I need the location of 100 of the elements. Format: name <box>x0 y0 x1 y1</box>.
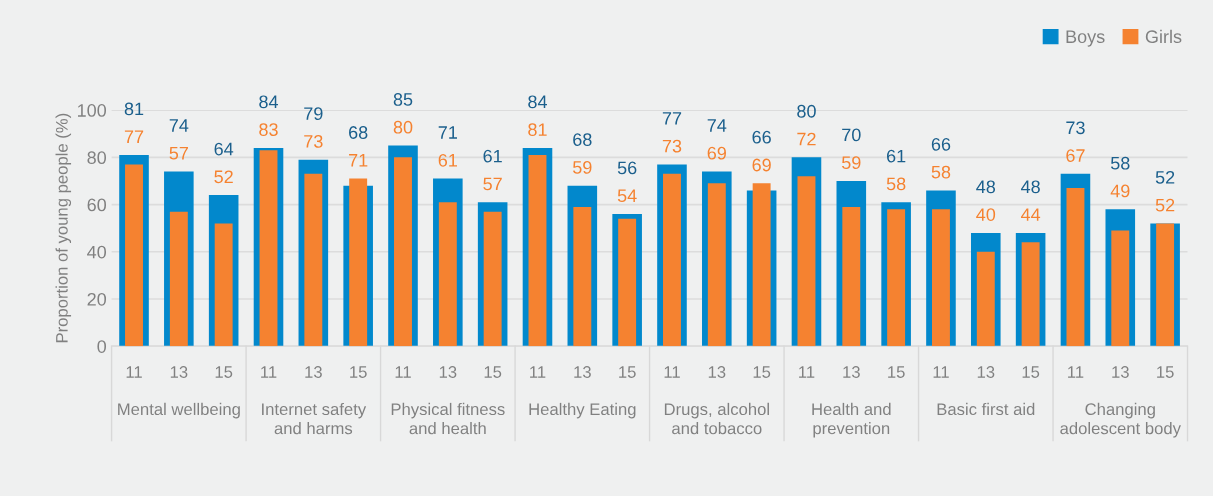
data-label: 73 <box>304 135 323 148</box>
x-tick-label: 15 <box>753 366 771 378</box>
x-tick-label: 13 <box>574 366 591 378</box>
bar <box>1111 230 1130 347</box>
bar <box>304 173 323 347</box>
x-tick-label: 13 <box>305 366 322 378</box>
data-label: 59 <box>573 160 592 174</box>
text: Internet safety and harms <box>262 402 367 435</box>
data-label: 48 <box>976 180 996 194</box>
x-tick-label: 15 <box>215 366 233 378</box>
data-label: 40 <box>976 208 996 221</box>
bar <box>1156 223 1175 347</box>
data-label: 68 <box>573 133 592 146</box>
data-label: 67 <box>1066 149 1085 162</box>
text: Drugs, alcohol and tobacco <box>664 402 769 435</box>
bar <box>931 209 950 347</box>
text: Healthy Eating <box>529 402 636 419</box>
bar <box>618 218 637 347</box>
text: Changing adolescent body <box>1060 402 1181 438</box>
data-label: 83 <box>259 123 278 136</box>
y-tick-label: 20 <box>87 292 107 306</box>
text: Physical fitness and health <box>391 402 505 435</box>
x-tick-label: 13 <box>843 366 860 378</box>
y-axis-title: Proportion of young people (%) <box>55 113 72 343</box>
data-label: 44 <box>1020 208 1041 221</box>
data-label: 84 <box>528 95 547 109</box>
data-label: 52 <box>214 170 233 184</box>
bar <box>1066 188 1085 347</box>
data-label: 73 <box>662 139 682 153</box>
data-label: 48 <box>1020 180 1040 194</box>
data-label: 69 <box>707 146 726 160</box>
y-tick-label: 100 <box>77 104 107 117</box>
data-label: 52 <box>1155 170 1175 184</box>
bar <box>1021 242 1040 347</box>
data-label: 68 <box>349 126 368 139</box>
y-tick-label: 60 <box>87 198 107 212</box>
bar <box>707 183 726 347</box>
bar <box>663 173 681 347</box>
x-tick-label: 13 <box>708 366 726 378</box>
data-label: 58 <box>931 165 951 179</box>
x-tick-label: 13 <box>1112 366 1129 378</box>
data-label: 74 <box>169 119 189 132</box>
x-tick-label: 13 <box>170 366 188 378</box>
data-label: 79 <box>304 107 323 121</box>
legend-label: Boys <box>1066 30 1105 47</box>
data-label: 64 <box>214 142 234 156</box>
data-label: 59 <box>841 156 861 170</box>
bar <box>887 209 906 347</box>
data-label: 77 <box>124 130 144 143</box>
bar <box>976 251 995 347</box>
bar <box>528 154 547 347</box>
bar <box>483 211 502 347</box>
data-label: 61 <box>887 149 906 163</box>
bar <box>214 223 233 347</box>
bar <box>394 157 412 347</box>
data-label: 70 <box>842 128 861 142</box>
data-label: 54 <box>617 189 637 203</box>
data-label: 58 <box>1110 156 1130 170</box>
data-label: 80 <box>393 120 413 134</box>
bar <box>752 183 771 347</box>
data-label: 71 <box>438 126 457 139</box>
text: Basic first aid <box>937 402 1035 416</box>
x-tick-label: 15 <box>888 366 905 378</box>
x-tick-label: 15 <box>619 366 636 378</box>
x-tick-label: 11 <box>664 366 680 378</box>
x-tick-label: 13 <box>439 366 457 378</box>
x-tick-label: 11 <box>261 366 277 378</box>
bar <box>259 150 278 347</box>
data-label: 74 <box>707 119 727 132</box>
bar <box>349 178 368 347</box>
x-tick-label: 15 <box>1157 366 1174 378</box>
bar <box>842 206 861 347</box>
data-label: 73 <box>1066 121 1085 135</box>
data-label: 69 <box>752 158 771 172</box>
data-label: 81 <box>124 102 144 116</box>
x-tick-label: 11 <box>799 366 815 378</box>
text: Mental wellbeing <box>118 402 240 419</box>
x-tick-label: 15 <box>1022 366 1040 378</box>
data-label: 71 <box>349 154 368 167</box>
y-tick-label: 80 <box>87 151 107 165</box>
x-tick-label: 11 <box>530 366 546 378</box>
data-label: 80 <box>797 104 816 118</box>
data-label: 56 <box>617 161 637 175</box>
x-tick-label: 15 <box>350 366 367 378</box>
data-label: 57 <box>483 177 502 191</box>
data-label: 66 <box>752 130 771 144</box>
data-label: 72 <box>797 132 816 146</box>
data-label: 58 <box>886 177 906 191</box>
x-tick-label: 11 <box>126 366 142 378</box>
data-label: 77 <box>662 112 682 125</box>
data-label: 57 <box>169 147 188 160</box>
bar <box>797 176 816 347</box>
x-tick-label: 13 <box>977 366 995 378</box>
data-label: 49 <box>1110 184 1130 198</box>
text: Health and prevention <box>812 402 891 438</box>
data-label: 85 <box>393 93 413 106</box>
bar <box>438 202 457 347</box>
data-label: 66 <box>931 137 951 151</box>
x-tick-label: 15 <box>484 366 502 378</box>
bar <box>573 206 592 347</box>
